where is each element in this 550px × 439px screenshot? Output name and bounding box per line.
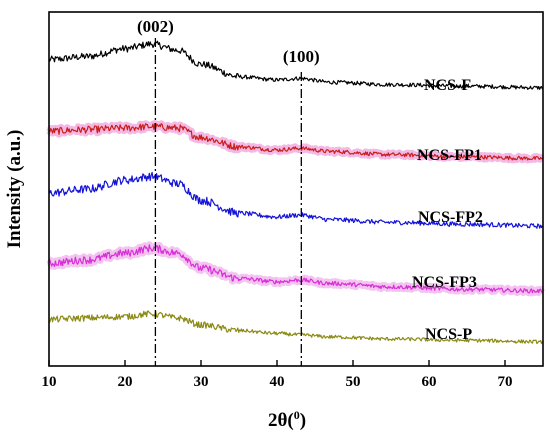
series-line: [48, 171, 543, 229]
reference-lines: [154, 38, 302, 366]
peak-label: (100): [283, 47, 320, 66]
x-axis-title-sup: 0: [294, 408, 300, 422]
x-axis-title: 2θ(0): [268, 408, 306, 431]
x-tick-label: 40: [270, 374, 285, 390]
series-label: NCS-P: [425, 326, 472, 343]
peak-label: (002): [137, 17, 174, 36]
series-line: [48, 40, 543, 90]
series-line: [48, 123, 543, 161]
x-tick-label: 10: [42, 374, 57, 390]
series-line: [48, 310, 543, 345]
x-tick-label: 20: [118, 374, 133, 390]
series-line: [48, 244, 543, 294]
x-tick-label: 50: [346, 374, 361, 390]
plot-frame: [48, 11, 544, 367]
series-label: NCS-FP1: [417, 147, 482, 164]
peak-labels: (002) (100): [137, 17, 320, 66]
series-label: NCS-FP2: [418, 209, 483, 226]
x-tick-label: 70: [498, 374, 513, 390]
x-axis-title-main: 2θ(: [268, 410, 294, 431]
series-labels: NCS-F NCS-FP1 NCS-FP2 NCS-FP3 NCS-P: [412, 77, 483, 343]
x-axis-title-close: ): [300, 410, 306, 431]
series-label: NCS-F: [424, 77, 471, 94]
series-lines: [48, 40, 543, 345]
x-axis-ticks: 10 20 30 40 50 60 70: [42, 360, 513, 390]
x-tick-label: 30: [194, 374, 209, 390]
series-label: NCS-FP3: [412, 274, 477, 291]
x-tick-label: 60: [422, 374, 437, 390]
y-axis-title: Intensity (a.u.): [4, 130, 25, 249]
